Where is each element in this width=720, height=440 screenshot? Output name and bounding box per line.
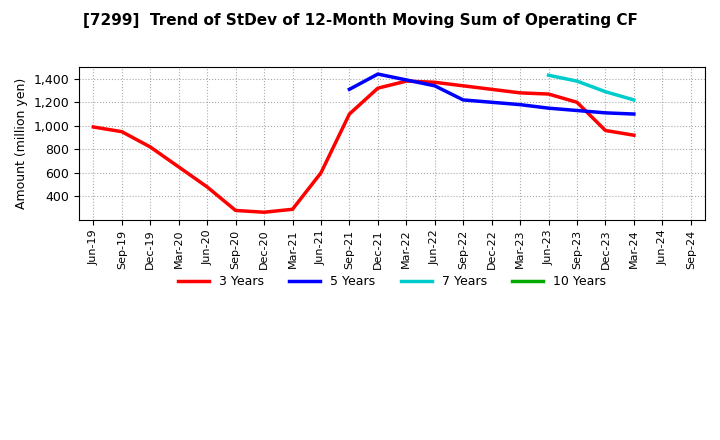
5 Years bbox=[629, 111, 638, 117]
3 Years bbox=[431, 80, 439, 85]
5 Years bbox=[601, 110, 610, 116]
7 Years bbox=[601, 89, 610, 94]
3 Years bbox=[629, 132, 638, 138]
7 Years bbox=[629, 97, 638, 103]
5 Years bbox=[431, 83, 439, 88]
3 Years bbox=[260, 209, 269, 215]
Y-axis label: Amount (million yen): Amount (million yen) bbox=[15, 78, 28, 209]
5 Years bbox=[345, 87, 354, 92]
Line: 3 Years: 3 Years bbox=[94, 81, 634, 212]
3 Years bbox=[516, 90, 524, 95]
5 Years bbox=[544, 106, 553, 111]
3 Years bbox=[146, 144, 155, 150]
3 Years bbox=[459, 83, 467, 88]
3 Years bbox=[174, 164, 183, 169]
3 Years bbox=[203, 184, 212, 190]
3 Years bbox=[487, 87, 496, 92]
3 Years bbox=[317, 170, 325, 176]
7 Years bbox=[572, 78, 581, 84]
3 Years bbox=[231, 208, 240, 213]
3 Years bbox=[345, 111, 354, 117]
3 Years bbox=[402, 78, 410, 84]
Legend: 3 Years, 5 Years, 7 Years, 10 Years: 3 Years, 5 Years, 7 Years, 10 Years bbox=[173, 270, 611, 293]
3 Years bbox=[601, 128, 610, 133]
3 Years bbox=[572, 99, 581, 105]
3 Years bbox=[288, 207, 297, 212]
3 Years bbox=[374, 85, 382, 91]
5 Years bbox=[572, 108, 581, 113]
3 Years bbox=[89, 125, 98, 130]
Line: 7 Years: 7 Years bbox=[549, 75, 634, 100]
5 Years bbox=[402, 77, 410, 83]
Text: [7299]  Trend of StDev of 12-Month Moving Sum of Operating CF: [7299] Trend of StDev of 12-Month Moving… bbox=[83, 13, 637, 28]
5 Years bbox=[374, 71, 382, 77]
7 Years bbox=[544, 73, 553, 78]
Line: 5 Years: 5 Years bbox=[349, 74, 634, 114]
3 Years bbox=[544, 92, 553, 97]
5 Years bbox=[516, 102, 524, 107]
5 Years bbox=[459, 97, 467, 103]
5 Years bbox=[487, 99, 496, 105]
3 Years bbox=[117, 129, 126, 134]
